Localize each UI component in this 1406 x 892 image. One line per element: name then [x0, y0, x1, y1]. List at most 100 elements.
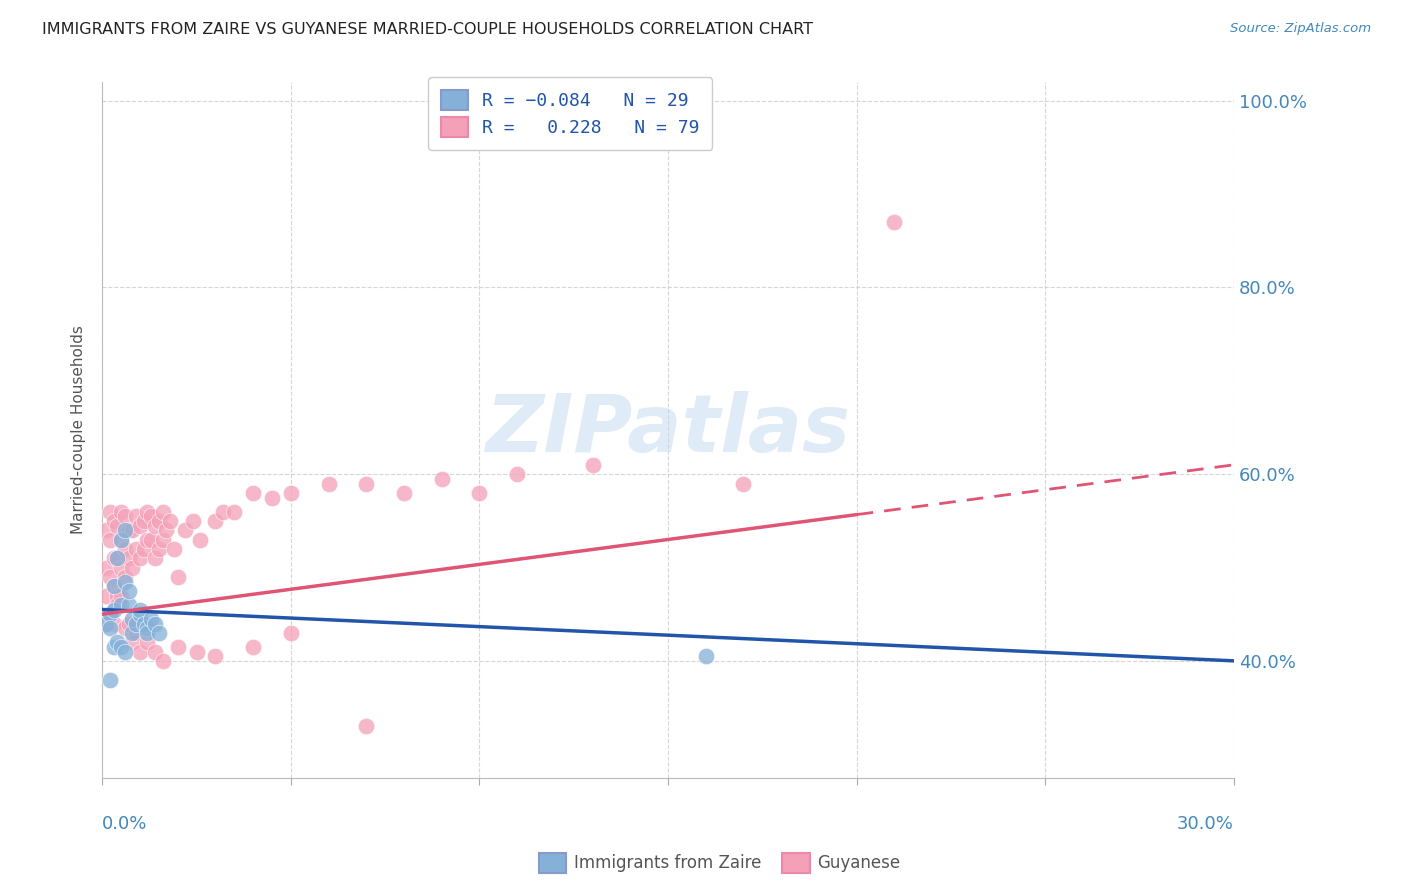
Bar	[538, 854, 567, 873]
Point	[318, 476, 340, 491]
Point	[121, 625, 143, 640]
Point	[103, 579, 125, 593]
Point	[143, 644, 166, 658]
Point	[212, 504, 235, 518]
Point	[136, 533, 159, 547]
Point	[166, 640, 188, 654]
Point	[103, 602, 125, 616]
Point	[110, 504, 132, 518]
Point	[581, 458, 603, 472]
Point	[105, 551, 128, 566]
Point	[98, 504, 121, 518]
Point	[136, 635, 159, 649]
Point	[506, 467, 529, 482]
Point	[103, 551, 125, 566]
Point	[733, 476, 755, 491]
Point	[136, 621, 159, 635]
Point	[155, 523, 177, 537]
Point	[94, 523, 117, 537]
Point	[98, 607, 121, 622]
Point	[105, 551, 128, 566]
Point	[132, 616, 155, 631]
Point	[204, 514, 226, 528]
Point	[105, 518, 128, 533]
Point	[114, 644, 136, 658]
Point	[103, 616, 125, 631]
Bar	[782, 854, 810, 873]
Point	[98, 570, 121, 584]
Text: ZIPatlas: ZIPatlas	[485, 391, 851, 469]
Point	[141, 509, 163, 524]
Point	[129, 602, 152, 616]
Point	[174, 523, 197, 537]
Point	[186, 644, 208, 658]
Point	[354, 476, 377, 491]
Point	[117, 583, 139, 598]
Point	[110, 598, 132, 612]
Point	[148, 514, 170, 528]
Point	[114, 570, 136, 584]
Point	[103, 579, 125, 593]
Point	[105, 589, 128, 603]
Point	[141, 533, 163, 547]
Point	[166, 570, 188, 584]
Point	[110, 533, 132, 547]
Point	[114, 523, 136, 537]
Point	[117, 616, 139, 631]
Point	[188, 533, 211, 547]
Point	[110, 589, 132, 603]
Point	[103, 640, 125, 654]
Point	[98, 607, 121, 622]
Point	[143, 616, 166, 631]
Legend: R = −0.084   N = 29, R =   0.228   N = 79: R = −0.084 N = 29, R = 0.228 N = 79	[427, 78, 713, 150]
Point	[260, 491, 283, 505]
Point	[152, 504, 174, 518]
Point	[129, 607, 152, 622]
Point	[132, 541, 155, 556]
Point	[105, 598, 128, 612]
Point	[94, 616, 117, 631]
Point	[159, 514, 181, 528]
Point	[148, 625, 170, 640]
Point	[94, 589, 117, 603]
Point	[110, 640, 132, 654]
Point	[129, 644, 152, 658]
Point	[98, 621, 121, 635]
Point	[110, 533, 132, 547]
Point	[121, 635, 143, 649]
Point	[136, 504, 159, 518]
Point	[125, 541, 148, 556]
Point	[354, 719, 377, 733]
Point	[242, 640, 264, 654]
Point	[280, 486, 302, 500]
Point	[117, 551, 139, 566]
Point	[114, 621, 136, 635]
Point	[141, 612, 163, 626]
Point	[392, 486, 415, 500]
Point	[114, 541, 136, 556]
Point	[117, 523, 139, 537]
Point	[125, 509, 148, 524]
Point	[883, 215, 905, 229]
Point	[114, 509, 136, 524]
Text: IMMIGRANTS FROM ZAIRE VS GUYANESE MARRIED-COUPLE HOUSEHOLDS CORRELATION CHART: IMMIGRANTS FROM ZAIRE VS GUYANESE MARRIE…	[42, 22, 813, 37]
Point	[181, 514, 204, 528]
Point	[114, 574, 136, 589]
Point	[94, 616, 117, 631]
Point	[143, 518, 166, 533]
Text: 0.0%: 0.0%	[103, 815, 148, 833]
Text: 30.0%: 30.0%	[1177, 815, 1234, 833]
Text: Guyanese: Guyanese	[817, 855, 900, 872]
Point	[468, 486, 491, 500]
Text: Immigrants from Zaire: Immigrants from Zaire	[574, 855, 761, 872]
Point	[136, 625, 159, 640]
Point	[152, 533, 174, 547]
Point	[143, 551, 166, 566]
Point	[430, 472, 453, 486]
Text: Source: ZipAtlas.com: Source: ZipAtlas.com	[1230, 22, 1371, 36]
Point	[98, 673, 121, 687]
Point	[129, 551, 152, 566]
Point	[280, 625, 302, 640]
Point	[695, 649, 717, 664]
Point	[204, 649, 226, 664]
